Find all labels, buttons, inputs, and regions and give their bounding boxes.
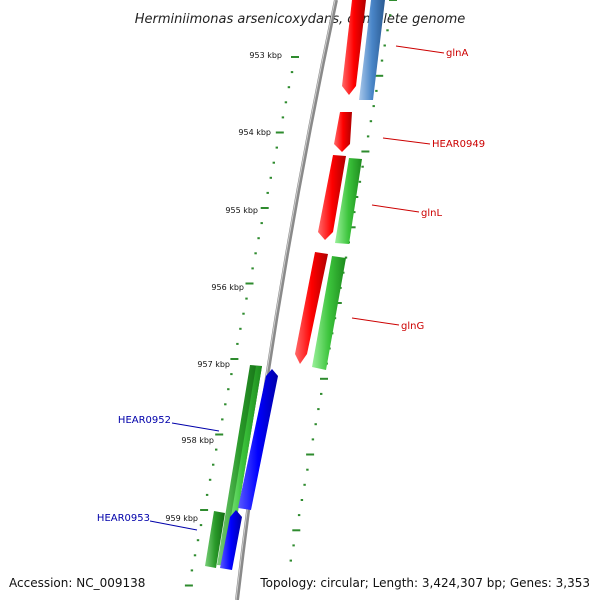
hear0949-leader xyxy=(382,137,431,145)
glng-gene-bar[interactable] xyxy=(312,256,346,370)
hear0949-label[interactable]: HEAR0949 xyxy=(432,139,485,150)
glnl-label[interactable]: glnL xyxy=(421,208,442,219)
hear0953-cds-arrow[interactable] xyxy=(220,510,242,570)
genome-backbone-highlight xyxy=(235,0,336,600)
glna-leader xyxy=(395,45,445,54)
glna-cds-arrow[interactable] xyxy=(342,0,366,95)
glng-label[interactable]: glnG xyxy=(401,321,424,332)
hear0952-cds-arrow[interactable] xyxy=(238,369,278,510)
inner-tick-track xyxy=(289,0,397,562)
topology-text: Topology: circular; Length: 3,424,307 bp… xyxy=(259,576,590,590)
kbp-label-957: 957 kbp xyxy=(197,360,230,369)
kbp-label-958: 958 kbp xyxy=(181,436,214,445)
accession-text: Accession: NC_009138 xyxy=(9,576,145,590)
hear0953-gene-bar[interactable] xyxy=(205,511,225,568)
gene-labels: glnA HEAR0949 glnL glnG HEAR0952 HEAR095… xyxy=(97,45,485,531)
hear0952-leader xyxy=(171,422,220,432)
glnl-leader xyxy=(371,204,420,213)
kbp-label-959: 959 kbp xyxy=(165,514,198,523)
hear0953-leader xyxy=(149,520,198,531)
glna-gene-bar[interactable] xyxy=(359,0,385,100)
outer-tick-track xyxy=(184,56,299,587)
glng-leader xyxy=(351,317,400,326)
hear0953-label[interactable]: HEAR0953 xyxy=(97,513,150,524)
hear0952-label[interactable]: HEAR0952 xyxy=(118,415,171,426)
glnl-gene-bar[interactable] xyxy=(335,158,362,244)
glng-cds-arrow[interactable] xyxy=(295,252,328,364)
hear0949-cds-arrow[interactable] xyxy=(334,112,352,152)
kbp-label-956: 956 kbp xyxy=(211,283,244,292)
kbp-label-954: 954 kbp xyxy=(238,128,271,137)
glnl-cds-arrow[interactable] xyxy=(318,155,346,240)
kbp-labels: 953 kbp 954 kbp 955 kbp 956 kbp 957 kbp … xyxy=(165,51,282,523)
forward-strand-features xyxy=(295,0,385,370)
kbp-label-955: 955 kbp xyxy=(225,206,258,215)
map-title: Herminiimonas arsenicoxydans, complete g… xyxy=(135,12,465,27)
genome-backbone xyxy=(235,0,338,600)
glna-label[interactable]: glnA xyxy=(446,48,468,59)
reverse-strand-features xyxy=(205,365,278,570)
kbp-label-953: 953 kbp xyxy=(249,51,282,60)
